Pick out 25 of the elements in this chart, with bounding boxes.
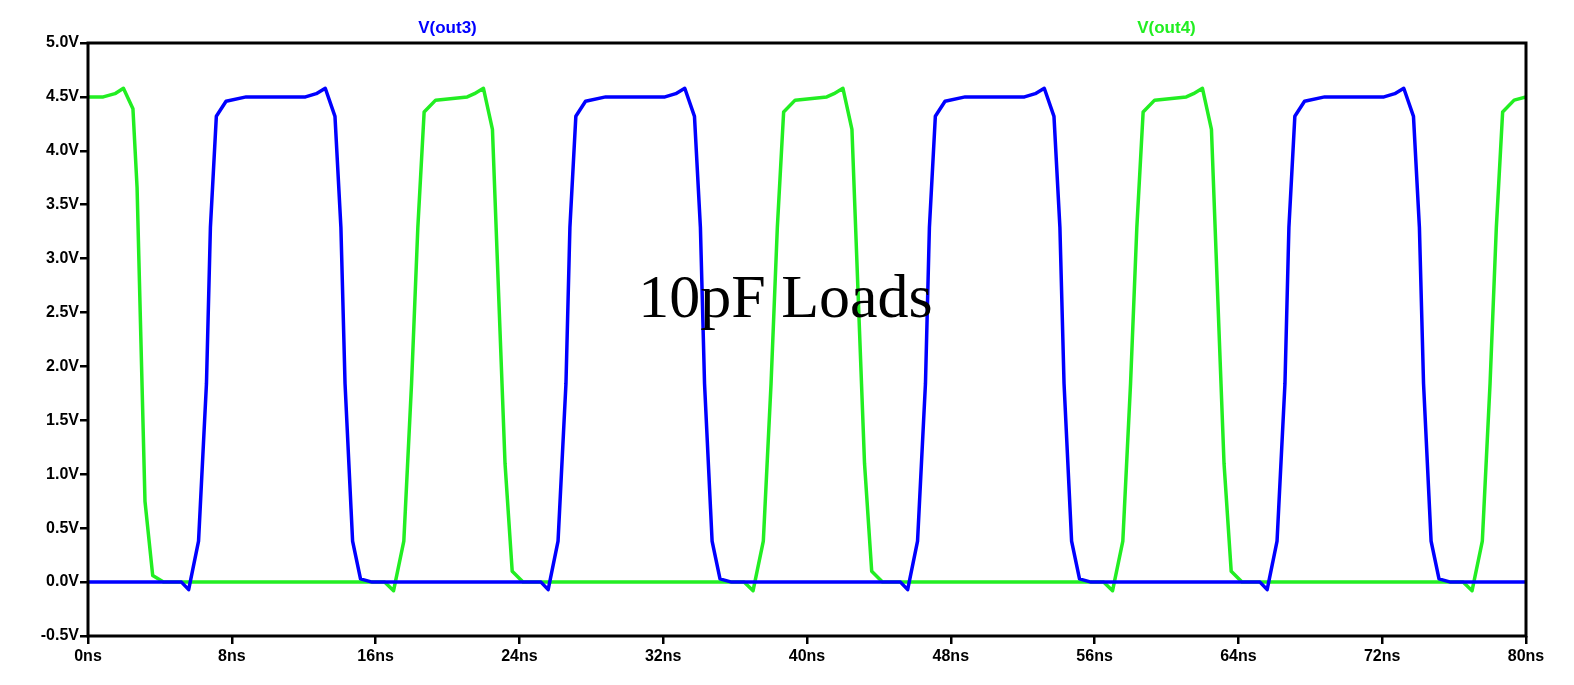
x-tick-label: 64ns [1220, 647, 1257, 665]
y-tick-label: 2.0V [46, 356, 80, 374]
x-tick-label: 80ns [1507, 647, 1545, 665]
y-tick-label: 4.0V [46, 141, 80, 159]
x-tick-label: 72ns [1363, 647, 1401, 665]
x-tick-label: 0ns [74, 647, 102, 665]
x-tick-label: 8ns [218, 647, 246, 665]
x-tick-label: 48ns [932, 647, 970, 665]
y-tick-label: 0.5V [46, 518, 80, 536]
text: V(out3) [418, 18, 477, 38]
y-tick-label: 3.5V [46, 195, 80, 213]
text: V(out4) [1137, 18, 1196, 38]
y-tick-label: 0.0V [46, 572, 80, 590]
y-tick-label: 5.0V [46, 33, 80, 51]
x-tick-label: 56ns [1076, 647, 1113, 665]
x-tick-label: 32ns [644, 647, 682, 665]
y-tick-label: 2.5V [46, 302, 80, 320]
x-tick-label: 16ns [357, 647, 394, 665]
y-tick-label: 1.0V [46, 464, 80, 482]
x-tick-label: 24ns [501, 647, 538, 665]
x-tick-label: 40ns [788, 647, 826, 665]
y-tick-label: -0.5V [40, 626, 80, 644]
y-tick-label: 4.5V [46, 87, 80, 105]
y-tick-label: 3.0V [46, 249, 80, 267]
y-tick-label: 1.5V [46, 410, 80, 428]
